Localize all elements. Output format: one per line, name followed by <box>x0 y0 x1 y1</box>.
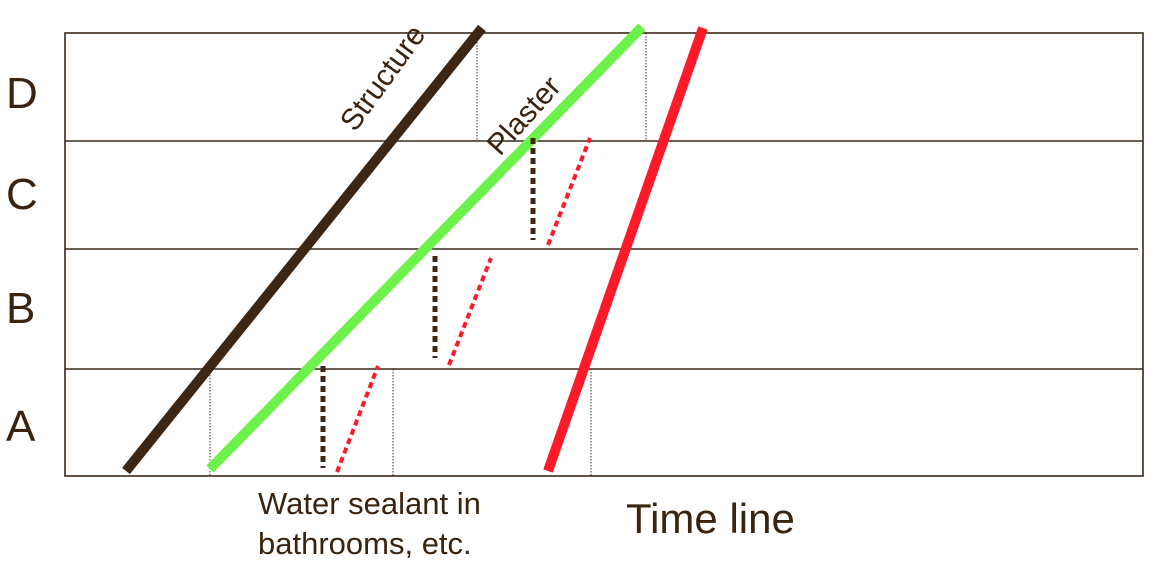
water-sealant-caption: Water sealant in bathrooms, etc. <box>258 484 481 564</box>
structure-line <box>122 24 486 475</box>
water-sealant-caption-line2: bathrooms, etc. <box>258 526 472 561</box>
guide-lines <box>209 33 647 476</box>
sealant-red-dotted-b <box>447 257 493 366</box>
floor-label-a: A <box>6 402 36 451</box>
sealant-red-dotted-a <box>335 365 380 473</box>
diagram-frame <box>64 32 1144 477</box>
water-sealant-caption-line1: Water sealant in <box>258 486 481 521</box>
structure-label: Structure <box>334 19 432 137</box>
sealant-red-dotted-c <box>546 137 592 246</box>
floor-label-c: C <box>6 170 38 219</box>
red-timeline-line <box>543 26 708 473</box>
floor-label-b: B <box>6 284 36 333</box>
plaster-line <box>206 23 646 473</box>
floor-label-d: D <box>6 69 38 118</box>
time-line-caption: Time line <box>626 495 795 542</box>
